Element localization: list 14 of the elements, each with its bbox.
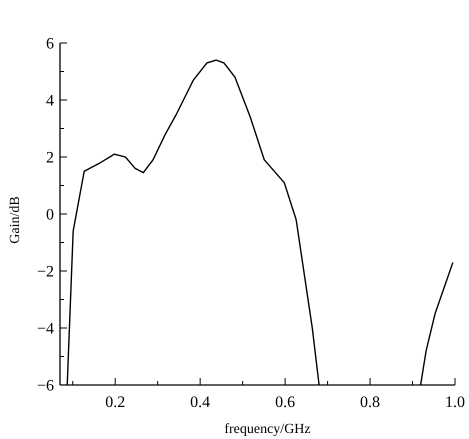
y-tick-label: 2 — [46, 150, 54, 167]
x-tick-label: 0.2 — [105, 394, 126, 411]
y-tick-label: −6 — [36, 378, 54, 395]
x-tick-label: 1.0 — [445, 394, 465, 411]
y-tick-label: 4 — [46, 92, 54, 110]
x-tick-label: 0.8 — [360, 394, 380, 411]
x-tick-label: 0.4 — [190, 394, 210, 411]
y-tick-label: 6 — [46, 36, 54, 53]
x-axis-title: frequency/GHz — [224, 422, 311, 437]
y-axis-title: Gain/dB — [8, 196, 23, 244]
x-tick-label: 0.6 — [275, 394, 296, 411]
y-tick-label: −2 — [36, 264, 54, 281]
y-tick-label: 0 — [46, 206, 54, 224]
y-tick-label: −4 — [36, 320, 54, 338]
